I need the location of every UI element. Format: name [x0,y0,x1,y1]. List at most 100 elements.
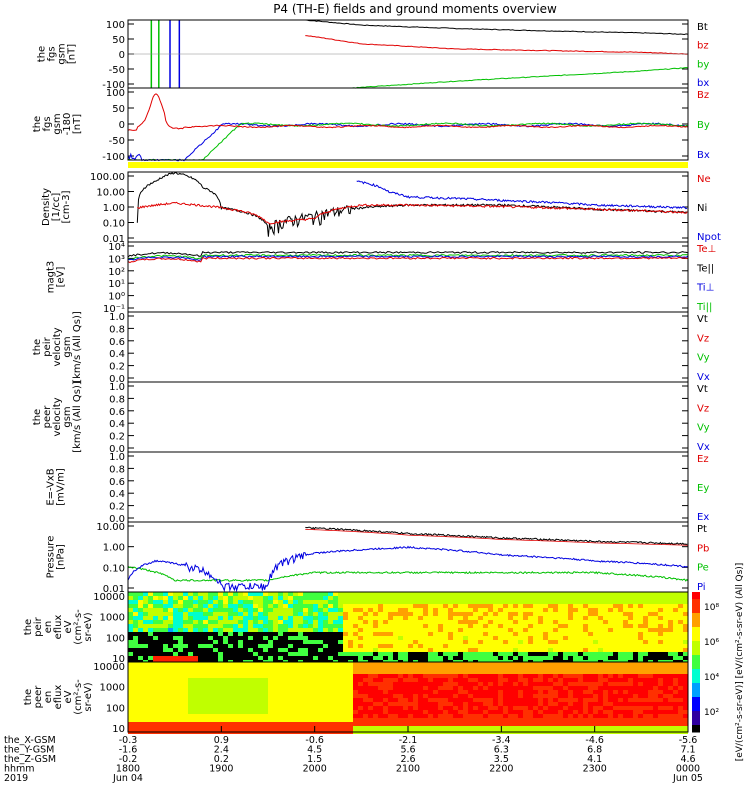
spec-cell [148,632,153,636]
ylabel-pressure: Pressure[nPa] [46,536,67,579]
spec-cell [193,632,198,636]
spec-cell [143,656,148,660]
spec-cell [258,710,263,714]
spec-cell [348,722,353,726]
spec-cell [308,674,313,678]
spec-cell [483,686,488,690]
spec-cell [268,666,273,670]
spec-cell [588,686,593,690]
spec-cell [488,670,493,674]
spec-cell [378,710,383,714]
spec-cell [228,620,233,624]
spec-cell [333,632,338,636]
spec-cell [508,662,513,666]
spec-cell [438,702,443,706]
spec-cell [638,674,643,678]
spec-cell [388,666,393,670]
spec-cell [318,718,323,722]
spec-cell [148,686,153,690]
spec-cell [198,670,203,674]
spec-cell [208,690,213,694]
spec-cell [318,694,323,698]
spec-cell [408,604,413,608]
spec-cell [513,674,518,678]
spec-cell [393,726,398,730]
spec-cell [278,656,283,660]
spec-cell [538,686,543,690]
spec-cell [483,616,488,620]
spec-cell [308,670,313,674]
spec-cell [608,632,613,636]
spec-cell [128,652,133,656]
spec-cell [268,682,273,686]
spec-cell [483,674,488,678]
spec-cell [638,596,643,600]
spec-cell [213,678,218,682]
spec-cell [603,652,608,656]
spec-cell [458,690,463,694]
spec-cell [343,698,348,702]
spec-cell [228,678,233,682]
spec-cell [538,636,543,640]
spec-cell [358,698,363,702]
spec-cell [563,612,568,616]
spec-cell [153,718,158,722]
spec-cell [498,718,503,722]
spec-cell [443,592,448,596]
spec-cell [133,644,138,648]
spec-cell [673,620,678,624]
spec-cell [168,648,173,652]
spec-cell [578,632,583,636]
spec-cell [348,718,353,722]
spec-cell [133,698,138,702]
spec-cell [448,612,453,616]
spec-cell [373,648,378,652]
spec-cell [288,656,293,660]
spec-cell [638,718,643,722]
spec-cell [378,682,383,686]
spec-cell [648,636,653,640]
spec-cell [433,662,438,666]
spec-cell [378,628,383,632]
spec-cell [268,640,273,644]
spec-cell [338,694,343,698]
spec-cell [318,604,323,608]
spec-cell [338,652,343,656]
spec-cell [283,612,288,616]
spec-cell [283,620,288,624]
spec-cell [343,690,348,694]
spec-cell [278,702,283,706]
spec-cell [128,726,133,730]
spec-cell [168,666,173,670]
spec-cell [293,636,298,640]
spec-cell [223,608,228,612]
spec-cell [528,722,533,726]
spec-cell [648,652,653,656]
spec-cell [563,678,568,682]
spec-cell [503,674,508,678]
spec-cell [663,690,668,694]
spec-cell [143,698,148,702]
spec-cell [623,656,628,660]
spec-cell [213,648,218,652]
spec-cell [203,682,208,686]
spec-cell [218,674,223,678]
spec-cell [268,620,273,624]
spec-cell [598,628,603,632]
spec-cell [343,648,348,652]
spec-cell [468,670,473,674]
spec-cell [178,628,183,632]
spec-cell [268,612,273,616]
ytick-label: 10000 [93,662,125,673]
spec-cell [458,652,463,656]
spec-cell [368,710,373,714]
spec-cell [578,690,583,694]
spec-cell [518,682,523,686]
spec-cell [483,592,488,596]
spec-cell [213,690,218,694]
spec-cell [568,690,573,694]
spec-cell [143,616,148,620]
spec-cell [198,722,203,726]
spec-cell [583,596,588,600]
spec-cell [353,674,358,678]
